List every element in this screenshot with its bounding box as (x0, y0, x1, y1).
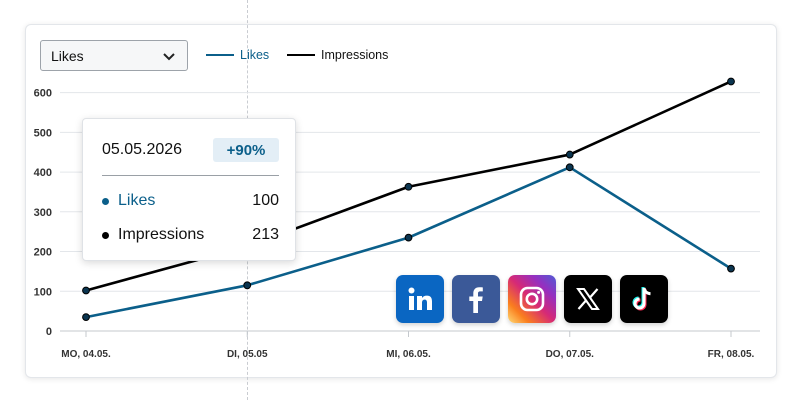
legend-item-likes[interactable]: Likes (206, 48, 269, 62)
data-point-likes (565, 163, 574, 172)
x-tick-label: MI, 06.05. (386, 349, 431, 360)
data-point-impressions (404, 182, 413, 191)
linkedin-button[interactable] (396, 275, 444, 323)
facebook-icon (469, 287, 483, 313)
y-tick-label: 500 (34, 127, 52, 139)
data-point-impressions (565, 150, 574, 159)
data-point-impressions (727, 77, 735, 86)
tiktok-icon (632, 287, 651, 311)
tooltip-label-likes: Likes (118, 192, 156, 209)
instagram-button[interactable] (508, 275, 556, 323)
tooltip-dot-impressions (102, 231, 109, 239)
metric-select-value: Likes (51, 47, 84, 64)
y-tick-label: 200 (34, 247, 52, 259)
instagram-icon (519, 286, 545, 312)
tooltip-date: 05.05.2026 (102, 141, 183, 158)
x-tick-label: DO, 07.05. (546, 349, 595, 360)
x-button[interactable] (564, 275, 612, 323)
chevron-down-icon (163, 52, 175, 60)
data-point-likes (404, 233, 413, 242)
legend-swatch-likes (206, 54, 234, 56)
tooltip-row-impressions: Impressions 213 (102, 226, 279, 244)
y-tick-label: 100 (34, 286, 52, 298)
legend-item-impressions[interactable]: Impressions (287, 48, 388, 62)
tooltip-row-likes: Likes 100 (102, 192, 279, 210)
x-icon (576, 288, 600, 310)
legend-label-impressions: Impressions (321, 48, 389, 62)
facebook-button[interactable] (452, 275, 500, 323)
y-tick-label: 600 (34, 88, 52, 100)
tooltip-label-impressions: Impressions (118, 226, 205, 243)
metric-select[interactable]: Likes (40, 40, 188, 71)
tooltip-divider (102, 175, 279, 176)
y-tick-label: 400 (34, 167, 52, 179)
x-tick-label: MO, 04.05. (61, 349, 111, 360)
x-tick-label: DI, 05.05 (227, 349, 268, 360)
tooltip-value-likes: 100 (252, 192, 279, 209)
data-point-likes (82, 313, 90, 321)
tooltip-change-badge: +90% (213, 138, 279, 162)
legend-label-likes: Likes (240, 48, 270, 62)
linkedin-icon (408, 287, 432, 310)
data-point-impressions (82, 286, 90, 295)
y-tick-label: 300 (34, 207, 52, 219)
data-tooltip: 05.05.2026 +90% Likes 100 Impressions 21… (82, 118, 296, 261)
tooltip-dot-likes (102, 197, 109, 205)
tooltip-value-impressions: 213 (252, 226, 279, 243)
legend-swatch-impressions (287, 54, 315, 56)
data-point-likes (243, 281, 252, 290)
tiktok-button[interactable] (620, 275, 668, 323)
x-tick-label: FR, 08.05. (708, 349, 755, 360)
y-tick-label: 0 (46, 326, 52, 338)
data-point-likes (727, 264, 735, 273)
